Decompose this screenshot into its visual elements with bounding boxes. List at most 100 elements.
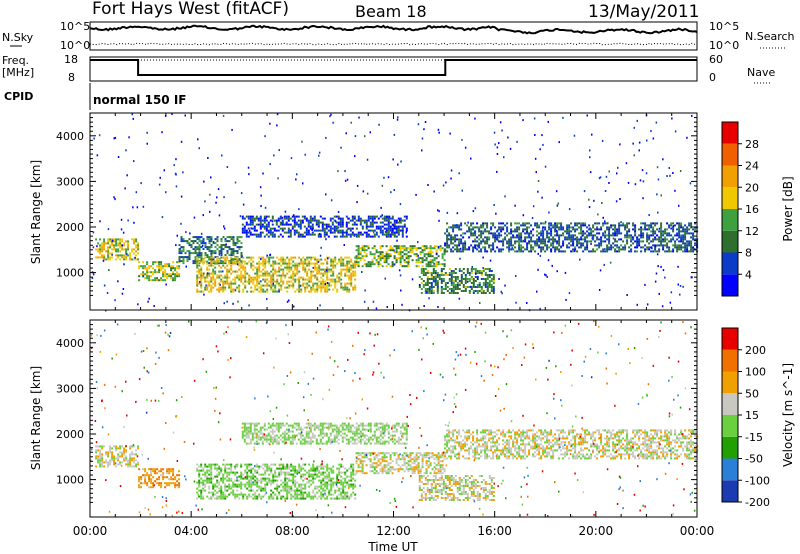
echo-cell [222, 284, 225, 287]
echo-cell [125, 463, 128, 466]
echo-cell [594, 250, 597, 253]
echo-cell [166, 468, 169, 471]
echo-cell [676, 238, 679, 241]
echo-cell [570, 226, 573, 229]
echo-cell [186, 256, 189, 259]
echo-cell [533, 117, 536, 120]
echo-cell [198, 254, 201, 257]
echo-cell [97, 455, 100, 458]
echo-cell [276, 497, 279, 500]
echo-cell [200, 290, 203, 293]
echo-cell [346, 290, 349, 293]
echo-cell [129, 463, 132, 466]
echo-cell [349, 233, 352, 236]
echo-cell [119, 461, 122, 464]
echo-cell [178, 470, 181, 473]
echo-cell [482, 240, 485, 243]
echo-cell [682, 238, 685, 241]
echo-cell [442, 292, 445, 294]
echo-cell [260, 489, 263, 492]
echo-cell [576, 236, 579, 239]
echo-cell [152, 263, 155, 266]
echo-cell [244, 276, 247, 279]
echo-cell [375, 251, 378, 254]
echo-cell [257, 233, 260, 236]
echo-cell [105, 258, 108, 261]
echo-cell [241, 215, 244, 218]
echo-cell [269, 219, 272, 222]
echo-cell [430, 292, 433, 294]
echo-cell [188, 244, 191, 247]
echo-cell [484, 274, 487, 276]
echo-cell [544, 242, 547, 245]
echo-cell [320, 473, 323, 476]
echo-cell [198, 270, 201, 273]
echo-cell [101, 445, 104, 448]
echo-cell [146, 275, 149, 278]
echo-cell [596, 222, 599, 225]
echo-cell [303, 231, 306, 234]
echo-cell [480, 224, 483, 227]
echo-cell [364, 135, 366, 138]
echo-cell [373, 263, 376, 266]
echo-cell [548, 236, 551, 239]
echo-cell [208, 481, 211, 484]
echo-cell [214, 266, 217, 269]
echo-cell [262, 290, 265, 293]
echo-cell [287, 235, 290, 238]
echo-cell [642, 246, 645, 249]
echo-cell [335, 225, 338, 228]
echo-cell [344, 282, 347, 285]
echo-cell [340, 284, 343, 287]
echo-cell [393, 221, 396, 224]
echo-cell [480, 248, 483, 251]
echo-cell [111, 238, 114, 241]
echo-cell [446, 234, 449, 237]
echo-cell [121, 455, 124, 458]
echo-cell [386, 306, 388, 308]
echo-cell [303, 217, 306, 220]
echo-cell [240, 264, 243, 267]
echo-cell [486, 268, 489, 270]
echo-cell [458, 238, 461, 241]
echo-cell [522, 224, 525, 227]
echo-cell [131, 453, 134, 456]
echo-cell [377, 261, 380, 264]
echo-cell [266, 256, 269, 259]
echo-cell [125, 254, 128, 257]
echo-cell [449, 132, 451, 135]
echo-cell [226, 495, 229, 498]
echo-cell [200, 280, 203, 283]
echo-cell [359, 257, 362, 260]
echo-cell [210, 272, 213, 275]
echo-cell [180, 222, 182, 225]
echo-cell [438, 276, 441, 278]
echo-cell [514, 242, 517, 245]
echo-cell [528, 226, 531, 229]
echo-cell [603, 263, 605, 266]
echo-cell [305, 229, 308, 232]
echo-cell [268, 497, 271, 500]
echo-cell [526, 242, 529, 245]
echo-cell [379, 251, 382, 254]
echo-cell [534, 134, 536, 136]
echo-cell [293, 214, 295, 217]
echo-cell [294, 262, 297, 265]
echo-cell [482, 284, 485, 286]
echo-cell [354, 135, 357, 138]
echo-cell [568, 236, 571, 239]
echo-cell [314, 471, 317, 474]
echo-cell [247, 235, 250, 238]
echo-cell [426, 288, 429, 290]
echo-cell [432, 268, 435, 270]
echo-cell [325, 193, 327, 196]
echo-cell [654, 236, 657, 239]
echo-cell [610, 226, 613, 229]
echo-cell [284, 487, 287, 490]
echo-cell [260, 288, 263, 291]
echo-cell [206, 256, 209, 259]
echo-cell [129, 445, 132, 448]
echo-cell [634, 224, 637, 227]
echo-cell [578, 238, 581, 241]
echo-cell [321, 229, 324, 232]
